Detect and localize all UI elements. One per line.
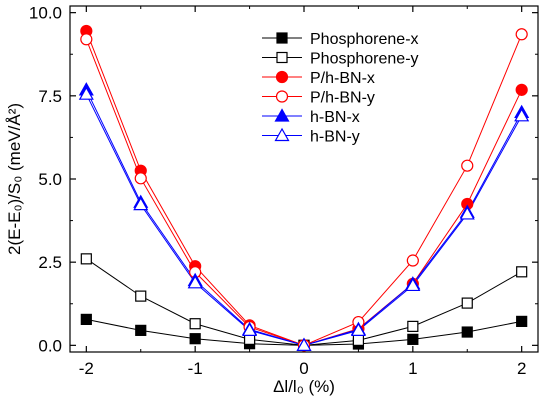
x-tick-label: 2 xyxy=(517,359,526,378)
y-axis-label: 2(E-E₀)/S₀ (meV/Å²) xyxy=(5,103,24,255)
data-point xyxy=(461,159,474,172)
legend: Phosphorene-x Phosphorene-y P/h-BN-x P/h-BN… xyxy=(262,31,419,146)
data-point xyxy=(135,324,147,336)
legend-marker xyxy=(275,70,289,84)
y-tick-label: 10.0 xyxy=(29,4,62,23)
data-point xyxy=(352,334,365,346)
data-point xyxy=(296,337,312,351)
data-point xyxy=(459,206,475,220)
data-point xyxy=(80,253,92,265)
x-axis-label: Δl/l₀ (%) xyxy=(273,377,335,396)
data-point xyxy=(78,86,94,100)
axis-ticks: -2 -1 0 1 2 0.0 2.5 5.0 7.5 10.0 xyxy=(29,4,538,378)
data-point xyxy=(516,315,528,327)
legend-marker xyxy=(274,127,290,142)
legend-label: Phosphorene-x xyxy=(310,31,419,48)
series-lines xyxy=(85,30,523,346)
data-point xyxy=(516,266,528,278)
data-point xyxy=(515,83,528,96)
legend-label: h-BN-x xyxy=(310,109,360,126)
data-point xyxy=(134,172,147,185)
data-point xyxy=(350,322,366,336)
x-tick-label: 1 xyxy=(408,359,417,378)
y-tick-label: 5.0 xyxy=(38,170,62,189)
data-point xyxy=(407,333,419,345)
data-point xyxy=(187,275,203,289)
data-point xyxy=(461,297,473,309)
legend-marker xyxy=(276,51,288,64)
series-line xyxy=(85,30,523,346)
y-tick-label: 7.5 xyxy=(38,87,62,106)
data-point xyxy=(80,33,93,46)
data-point xyxy=(189,333,201,345)
data-point xyxy=(461,326,473,338)
data-point xyxy=(405,277,421,292)
series-line xyxy=(85,89,523,346)
legend-label: P/h-BN-x xyxy=(310,70,375,87)
data-point xyxy=(515,28,528,41)
legend-label: h-BN-y xyxy=(310,129,360,146)
x-tick-label: -2 xyxy=(79,359,94,378)
series-markers xyxy=(78,24,530,352)
legend-marker xyxy=(276,32,288,44)
data-point xyxy=(514,108,530,122)
y-tick-label: 0.0 xyxy=(38,336,62,355)
data-point xyxy=(242,322,258,336)
data-point xyxy=(135,290,147,302)
data-point xyxy=(189,318,201,330)
x-tick-label: -1 xyxy=(188,359,203,378)
data-point xyxy=(80,313,92,325)
data-point xyxy=(133,196,149,211)
x-tick-label: 0 xyxy=(299,359,308,378)
data-point xyxy=(407,320,419,332)
legend-label: Phosphorene-y xyxy=(310,51,419,68)
y-tick-label: 2.5 xyxy=(38,253,62,272)
legend-label: P/h-BN-y xyxy=(310,90,375,107)
data-point xyxy=(406,254,419,267)
legend-marker xyxy=(274,108,290,122)
legend-marker xyxy=(275,90,289,103)
